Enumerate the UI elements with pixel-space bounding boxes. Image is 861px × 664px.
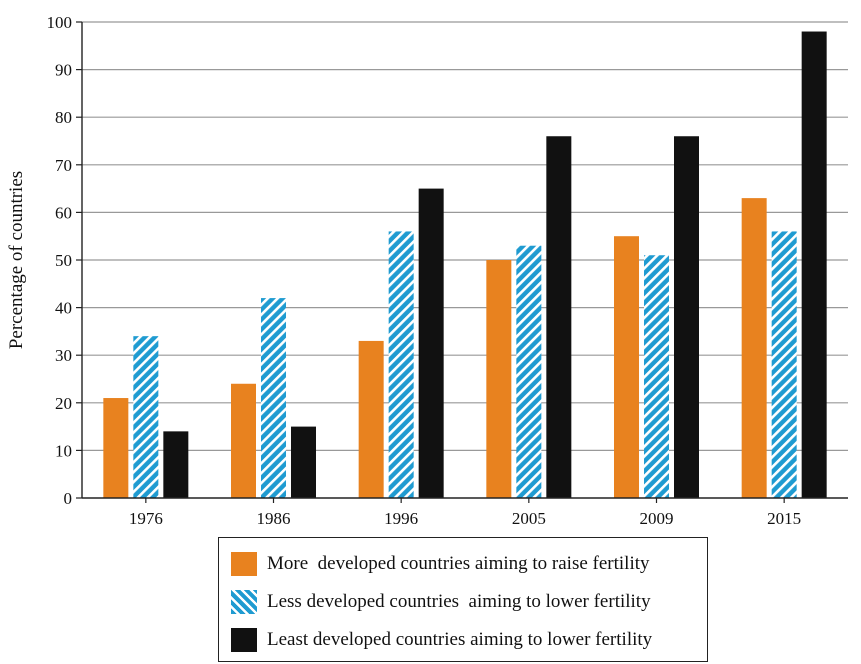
y-tick-label: 40 [55, 299, 72, 318]
y-tick-label: 90 [55, 61, 72, 80]
y-tick-label: 70 [55, 156, 72, 175]
bar-least-developed [546, 136, 572, 499]
legend-label: Less developed countries aiming to lower… [267, 591, 651, 612]
legend-swatch-less-developed [231, 590, 257, 614]
x-tick-label: 2015 [767, 509, 801, 528]
y-tick-label: 100 [47, 13, 73, 32]
x-tick-label: 1996 [384, 509, 418, 528]
axes: 0 10 20 30 40 50 60 70 80 90 100 1976 1986 1996 2005 20… [47, 13, 848, 528]
y-tick-label: 30 [55, 346, 72, 365]
x-tick-label: 1986 [257, 509, 291, 528]
bar-less-developed [644, 255, 669, 498]
y-tick-label: 10 [55, 441, 72, 460]
y-tick-label: 0 [64, 489, 73, 508]
bar-least-developed [418, 188, 444, 498]
y-tick-label: 80 [55, 108, 72, 127]
bar-least-developed [291, 426, 316, 498]
x-tick-label: 2005 [512, 509, 546, 528]
bar-more-developed [358, 340, 384, 498]
legend: More developed countries aiming to raise… [218, 537, 708, 662]
bar-least-developed [674, 136, 699, 499]
bar-less-developed [133, 336, 159, 498]
bar-less-developed [516, 245, 542, 498]
bar-less-developed [261, 298, 286, 498]
x-tick-label: 1976 [129, 509, 163, 528]
y-tick-label: 60 [55, 203, 72, 222]
bar-more-developed [614, 236, 639, 498]
bar-more-developed [103, 398, 129, 498]
legend-label: Least developed countries aiming to lowe… [267, 629, 653, 650]
gridlines [82, 21, 848, 451]
legend-swatch-more-developed [231, 552, 257, 576]
bar-more-developed [231, 383, 256, 498]
legend-item-less-developed: Less developed countries aiming to lower… [231, 588, 651, 616]
bar-least-developed [163, 431, 189, 498]
legend-item-more-developed: More developed countries aiming to raise… [231, 550, 650, 578]
bar-more-developed [741, 198, 767, 498]
bar-less-developed [771, 231, 797, 498]
y-axis-title: Percentage of countries [6, 171, 27, 349]
bar-more-developed [486, 260, 512, 498]
y-tick-label: 50 [55, 251, 72, 270]
legend-swatch-least-developed [231, 628, 257, 652]
legend-item-least-developed: Least developed countries aiming to lowe… [231, 626, 652, 654]
x-tick-label: 2009 [640, 509, 674, 528]
bars [103, 31, 827, 499]
bar-least-developed [801, 31, 827, 499]
bar-less-developed [388, 231, 414, 498]
legend-label: More developed countries aiming to raise… [267, 553, 650, 574]
y-tick-label: 20 [55, 394, 72, 413]
bar-chart: 0 10 20 30 40 50 60 70 80 90 100 1976 1986 1996 2005 20… [6, 13, 848, 528]
